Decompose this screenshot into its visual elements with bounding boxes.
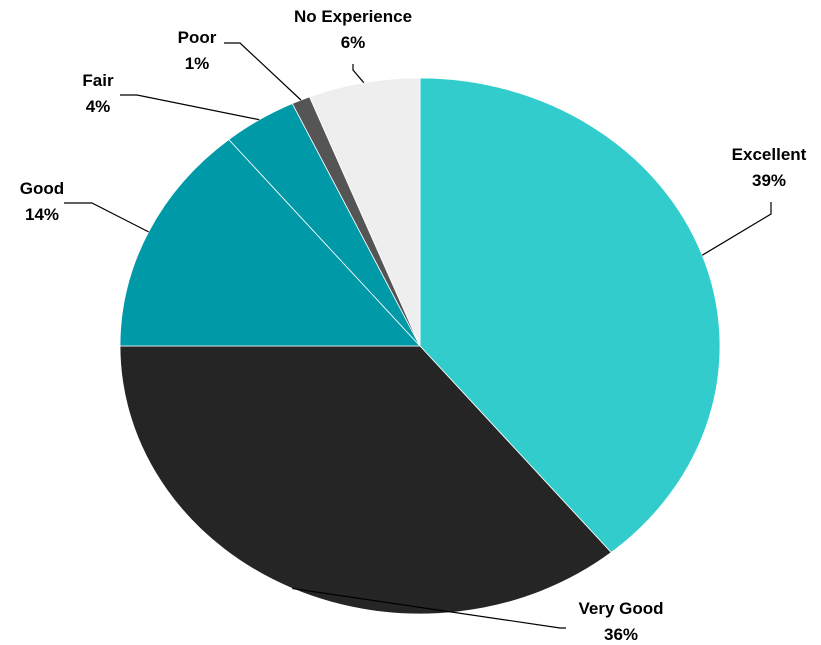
slice-value-very-good: 36% [604, 625, 638, 644]
pie-slice-very-good [119, 345, 612, 615]
leader-line-poor [224, 42, 302, 101]
data-labels: Excellent 39% Very Good 36% Good 14% Fai… [20, 7, 807, 644]
pie-slice-no-experience [309, 77, 421, 347]
slice-value-poor: 1% [185, 54, 210, 73]
slice-value-fair: 4% [86, 97, 111, 116]
leader-lines [64, 42, 772, 629]
leader-line-excellent [701, 202, 772, 256]
leader-line-good [64, 202, 149, 233]
pie-slices [119, 77, 721, 615]
pie-slice-excellent [419, 77, 721, 554]
slice-label-fair: Fair [82, 71, 114, 90]
leader-line-very-good [292, 587, 566, 629]
slice-label-good: Good [20, 179, 64, 198]
leader-line-fair [120, 94, 260, 121]
slice-label-no-experience: No Experience [294, 7, 412, 26]
leader-line-no-experience [352, 64, 365, 84]
slice-value-no-experience: 6% [341, 33, 366, 52]
slice-label-poor: Poor [178, 28, 217, 47]
slice-label-excellent: Excellent [732, 145, 807, 164]
slice-value-excellent: 39% [752, 171, 786, 190]
pie-slice-good [119, 138, 421, 347]
slice-label-very-good: Very Good [578, 599, 663, 618]
slice-value-good: 14% [25, 205, 59, 224]
